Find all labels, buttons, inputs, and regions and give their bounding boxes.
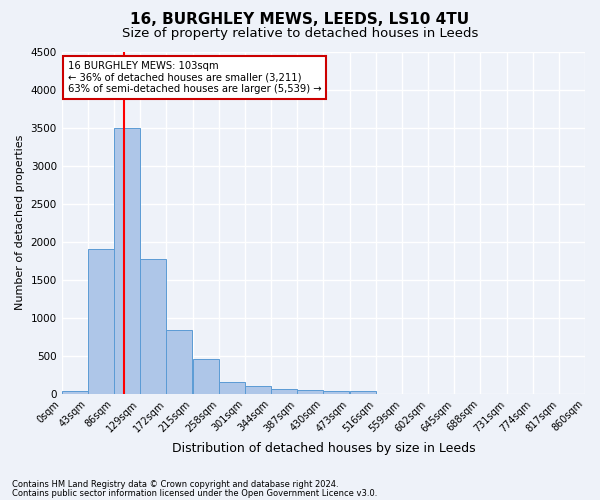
Bar bbox=[219, 382, 245, 394]
Bar bbox=[271, 389, 297, 394]
Text: Contains public sector information licensed under the Open Government Licence v3: Contains public sector information licen… bbox=[12, 488, 377, 498]
Bar bbox=[298, 390, 323, 394]
Bar bbox=[245, 386, 271, 394]
Text: 16, BURGHLEY MEWS, LEEDS, LS10 4TU: 16, BURGHLEY MEWS, LEEDS, LS10 4TU bbox=[130, 12, 470, 28]
Bar bbox=[166, 330, 193, 394]
Text: 16 BURGHLEY MEWS: 103sqm
← 36% of detached houses are smaller (3,211)
63% of sem: 16 BURGHLEY MEWS: 103sqm ← 36% of detach… bbox=[68, 60, 322, 94]
Text: Size of property relative to detached houses in Leeds: Size of property relative to detached ho… bbox=[122, 28, 478, 40]
Bar bbox=[350, 391, 376, 394]
Bar bbox=[62, 391, 88, 394]
X-axis label: Distribution of detached houses by size in Leeds: Distribution of detached houses by size … bbox=[172, 442, 475, 455]
Bar bbox=[114, 128, 140, 394]
Bar bbox=[140, 259, 166, 394]
Bar bbox=[193, 359, 218, 394]
Text: Contains HM Land Registry data © Crown copyright and database right 2024.: Contains HM Land Registry data © Crown c… bbox=[12, 480, 338, 489]
Y-axis label: Number of detached properties: Number of detached properties bbox=[15, 135, 25, 310]
Bar bbox=[88, 250, 114, 394]
Bar bbox=[323, 391, 349, 394]
